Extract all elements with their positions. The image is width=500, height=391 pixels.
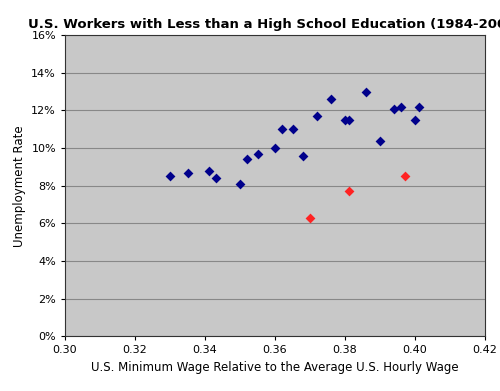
Point [327,96,335,102]
Point [341,117,349,123]
Y-axis label: Unemployment Rate: Unemployment Rate [12,125,26,247]
Point [306,215,314,221]
Point [204,167,212,174]
Point [411,117,419,123]
X-axis label: U.S. Minimum Wage Relative to the Average U.S. Hourly Wage: U.S. Minimum Wage Relative to the Averag… [91,361,459,374]
Point [390,106,398,112]
Point [344,188,352,194]
Point [414,104,422,110]
Point [243,156,251,163]
Point [212,175,220,181]
Point [288,126,296,133]
Point [397,104,405,110]
Point [254,151,262,157]
Point [313,113,321,119]
Point [362,88,370,95]
Title: U.S. Workers with Less than a High School Education (1984-2004): U.S. Workers with Less than a High Schoo… [28,18,500,31]
Point [344,117,352,123]
Point [184,169,192,176]
Point [376,137,384,143]
Point [271,145,279,151]
Point [278,126,286,133]
Point [236,181,244,187]
Point [166,173,174,179]
Point [299,152,307,159]
Point [400,173,408,179]
